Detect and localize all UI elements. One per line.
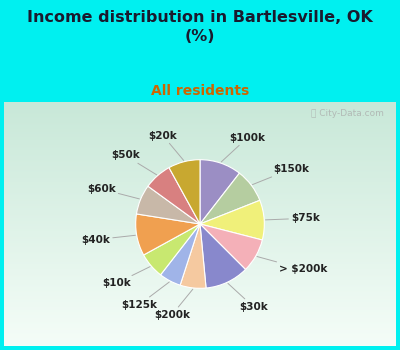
- Wedge shape: [148, 168, 200, 224]
- Text: > $200k: > $200k: [257, 257, 328, 274]
- Wedge shape: [200, 173, 260, 224]
- Text: $20k: $20k: [148, 131, 184, 160]
- Text: ⓘ City-Data.com: ⓘ City-Data.com: [311, 109, 384, 118]
- Wedge shape: [200, 224, 246, 288]
- Text: $100k: $100k: [221, 133, 266, 162]
- Text: All residents: All residents: [151, 84, 249, 98]
- Wedge shape: [200, 200, 264, 240]
- Text: $150k: $150k: [252, 164, 309, 184]
- Wedge shape: [144, 224, 200, 275]
- Wedge shape: [160, 224, 200, 285]
- Text: $30k: $30k: [228, 284, 268, 312]
- Text: Income distribution in Bartlesville, OK
(%): Income distribution in Bartlesville, OK …: [27, 10, 373, 44]
- Wedge shape: [180, 224, 206, 288]
- Text: $125k: $125k: [121, 282, 169, 310]
- Text: $50k: $50k: [111, 150, 157, 175]
- Text: $60k: $60k: [87, 184, 139, 199]
- Wedge shape: [169, 160, 200, 224]
- Wedge shape: [200, 160, 240, 224]
- Wedge shape: [136, 186, 200, 224]
- Text: $40k: $40k: [81, 235, 135, 245]
- Text: $200k: $200k: [154, 289, 193, 320]
- Text: $10k: $10k: [102, 267, 150, 288]
- Wedge shape: [136, 214, 200, 255]
- Wedge shape: [200, 224, 262, 270]
- Text: $75k: $75k: [266, 213, 320, 223]
